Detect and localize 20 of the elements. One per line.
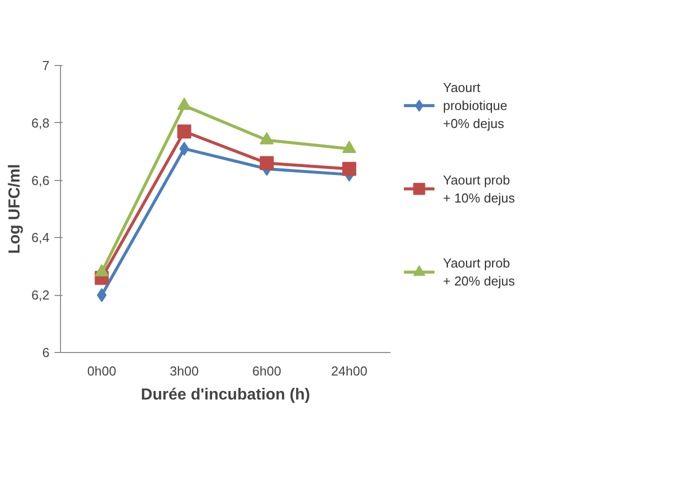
x-tick-label: 0h00	[87, 364, 116, 378]
x-axis-title: Durée d'incubation (h)	[140, 386, 310, 404]
legend-label: Yaourt prob + 20% dejus	[443, 256, 516, 289]
legend-label: Yaourt probiotique +0% dejus	[443, 80, 508, 132]
x-tick-label: 6h00	[252, 364, 282, 378]
legend-label: Yaourt prob + 10% dejus	[443, 172, 516, 206]
y-tick-label: 6,2	[31, 288, 50, 303]
point	[260, 156, 274, 170]
x-tick-label: 3h00	[170, 364, 199, 378]
point	[179, 142, 190, 156]
y-tick-label: 6,4	[31, 230, 50, 246]
point	[177, 124, 192, 139]
x-tick-label: 24h00	[331, 364, 368, 378]
y-tick-label: 7	[42, 58, 50, 73]
y-tick-label: 6,6	[31, 172, 50, 188]
point	[96, 288, 107, 302]
y-axis-title: Log UFC/ml	[6, 164, 24, 254]
y-tick-label: 6,8	[31, 115, 50, 130]
y-tick-label: 6	[42, 345, 50, 360]
point	[342, 162, 356, 176]
